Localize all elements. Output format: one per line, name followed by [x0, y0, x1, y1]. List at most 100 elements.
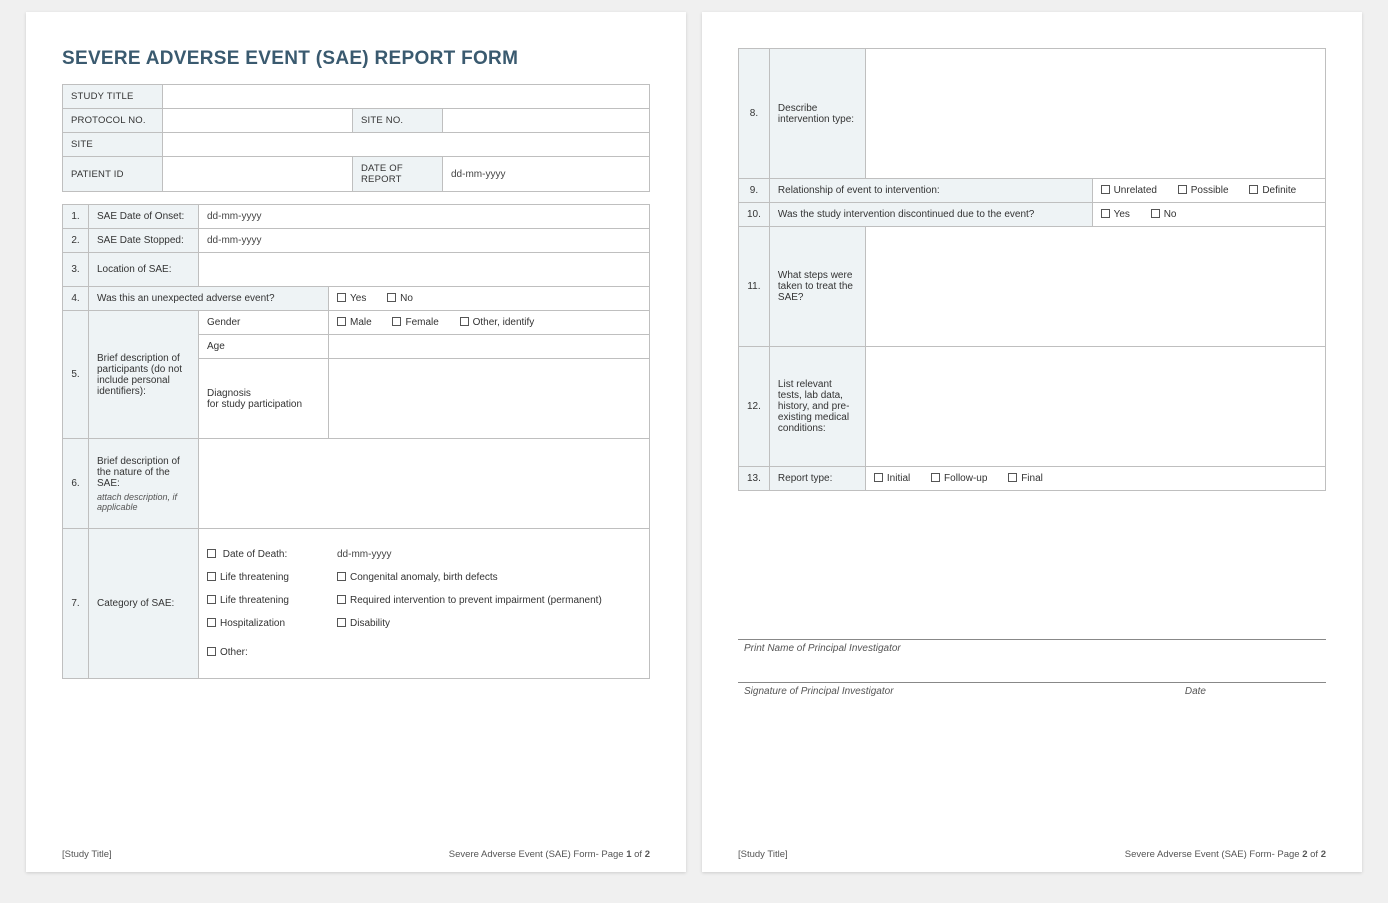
opt-final[interactable]: Final	[1008, 473, 1043, 484]
row-num-4: 4.	[63, 287, 89, 311]
opt-definite[interactable]: Definite	[1249, 185, 1296, 196]
label-site-no: SITE NO.	[353, 109, 443, 133]
checkbox-icon	[337, 317, 346, 326]
checkbox-icon	[337, 572, 346, 581]
footer-2: [Study Title] Severe Adverse Event (SAE)…	[738, 829, 1326, 860]
label-r11: What steps were taken to treat the SAE?	[769, 227, 865, 347]
field-date-of-report[interactable]: dd-mm-yyyy	[443, 157, 650, 192]
checkbox-icon	[1249, 185, 1258, 194]
opt-yes-2[interactable]: Yes	[1101, 209, 1130, 220]
checkbox-icon	[207, 595, 216, 604]
label-patient-id: PATIENT ID	[63, 157, 163, 192]
field-r7: Date of Death: dd-mm-yyyy Life threateni…	[199, 529, 650, 679]
field-r6[interactable]	[199, 439, 650, 529]
opt-date-of-death[interactable]: Date of Death:	[207, 549, 287, 560]
label-gender: Gender	[199, 311, 329, 335]
field-r1[interactable]: dd-mm-yyyy	[199, 205, 650, 229]
opt-male[interactable]: Male	[337, 317, 372, 328]
opt-yes[interactable]: Yes	[337, 293, 366, 304]
field-site-no[interactable]	[443, 109, 650, 133]
field-study-title[interactable]	[163, 85, 650, 109]
opt-life-threat-1[interactable]: Life threatening	[207, 572, 289, 583]
opt-unrelated[interactable]: Unrelated	[1101, 185, 1157, 196]
opt-followup[interactable]: Follow-up	[931, 473, 987, 484]
field-r13: Initial Follow-up Final	[865, 467, 1325, 491]
field-date-of-death[interactable]: dd-mm-yyyy	[329, 543, 649, 566]
label-r9: Relationship of event to intervention:	[769, 179, 1092, 203]
row-num-12: 12.	[739, 347, 770, 467]
sig-print-label: Print Name of Principal Investigator	[744, 643, 901, 654]
field-r4: Yes No	[329, 287, 650, 311]
field-r3[interactable]	[199, 253, 650, 287]
label-r6: Brief description of the nature of the S…	[89, 439, 199, 529]
checkbox-icon	[1101, 209, 1110, 218]
row-num-2: 2.	[63, 229, 89, 253]
checkbox-icon	[337, 293, 346, 302]
label-r13: Report type:	[769, 467, 865, 491]
checkbox-icon	[1178, 185, 1187, 194]
field-age[interactable]	[329, 335, 650, 359]
signature-block: Print Name of Principal Investigator Sig…	[738, 611, 1326, 697]
checkbox-icon	[207, 618, 216, 627]
footer-right-2: Severe Adverse Event (SAE) Form- Page 2 …	[1125, 849, 1326, 860]
opt-congenital[interactable]: Congenital anomaly, birth defects	[337, 572, 498, 583]
opt-no-2[interactable]: No	[1151, 209, 1177, 220]
opt-initial[interactable]: Initial	[874, 473, 910, 484]
field-site[interactable]	[163, 133, 650, 157]
opt-hospitalization[interactable]: Hospitalization	[207, 618, 285, 629]
sig-date-label: Date	[1185, 686, 1206, 697]
field-patient-id[interactable]	[163, 157, 353, 192]
opt-life-threat-2[interactable]: Life threatening	[207, 595, 289, 606]
checkbox-icon	[874, 473, 883, 482]
label-r12: List relevant tests, lab data, history, …	[769, 347, 865, 467]
label-site: SITE	[63, 133, 163, 157]
field-r8[interactable]	[865, 49, 1325, 179]
label-protocol-no: PROTOCOL NO.	[63, 109, 163, 133]
main-table: 1. SAE Date of Onset: dd-mm-yyyy 2. SAE …	[62, 204, 650, 679]
label-date-of-report: DATE OF REPORT	[353, 157, 443, 192]
opt-female[interactable]: Female	[392, 317, 438, 328]
row-num-8: 8.	[739, 49, 770, 179]
checkbox-icon	[1151, 209, 1160, 218]
label-r5: Brief description of participants (do no…	[89, 311, 199, 439]
field-r12[interactable]	[865, 347, 1325, 467]
field-gender: Male Female Other, identify	[329, 311, 650, 335]
main-table-2: 8. Describe intervention type: 9. Relati…	[738, 48, 1326, 491]
row-num-3: 3.	[63, 253, 89, 287]
field-diagnosis[interactable]	[329, 359, 650, 439]
checkbox-icon	[1008, 473, 1017, 482]
checkbox-icon	[460, 317, 469, 326]
sig-sign-line[interactable]: Signature of Principal Investigator Date	[738, 682, 1326, 697]
field-r11[interactable]	[865, 227, 1325, 347]
opt-other[interactable]: Other:	[207, 647, 248, 658]
label-r2: SAE Date Stopped:	[89, 229, 199, 253]
label-r8: Describe intervention type:	[769, 49, 865, 179]
row-num-5: 5.	[63, 311, 89, 439]
checkbox-icon	[337, 595, 346, 604]
opt-required-intervention[interactable]: Required intervention to prevent impairm…	[337, 595, 602, 606]
checkbox-icon	[207, 549, 216, 558]
page-2: 8. Describe intervention type: 9. Relati…	[702, 12, 1362, 872]
field-protocol-no[interactable]	[163, 109, 353, 133]
row-num-7: 7.	[63, 529, 89, 679]
form-title: SEVERE ADVERSE EVENT (SAE) REPORT FORM	[62, 48, 650, 70]
opt-possible[interactable]: Possible	[1178, 185, 1229, 196]
page-1: SEVERE ADVERSE EVENT (SAE) REPORT FORM S…	[26, 12, 686, 872]
field-r2[interactable]: dd-mm-yyyy	[199, 229, 650, 253]
checkbox-icon	[337, 618, 346, 627]
footer-right: Severe Adverse Event (SAE) Form- Page 1 …	[449, 849, 650, 860]
sig-print-line[interactable]: Print Name of Principal Investigator	[738, 639, 1326, 654]
label-diagnosis: Diagnosis for study participation	[199, 359, 329, 439]
footer-left: [Study Title]	[62, 849, 112, 860]
row-num-6: 6.	[63, 439, 89, 529]
opt-other-identify[interactable]: Other, identify	[460, 317, 535, 328]
sig-sign-label: Signature of Principal Investigator	[744, 686, 894, 697]
header-table: STUDY TITLE PROTOCOL NO. SITE NO. SITE P…	[62, 84, 650, 192]
opt-disability[interactable]: Disability	[337, 618, 390, 629]
label-r1: SAE Date of Onset:	[89, 205, 199, 229]
row-num-10: 10.	[739, 203, 770, 227]
opt-no[interactable]: No	[387, 293, 413, 304]
label-study-title: STUDY TITLE	[63, 85, 163, 109]
checkbox-icon	[207, 572, 216, 581]
label-r7: Category of SAE:	[89, 529, 199, 679]
